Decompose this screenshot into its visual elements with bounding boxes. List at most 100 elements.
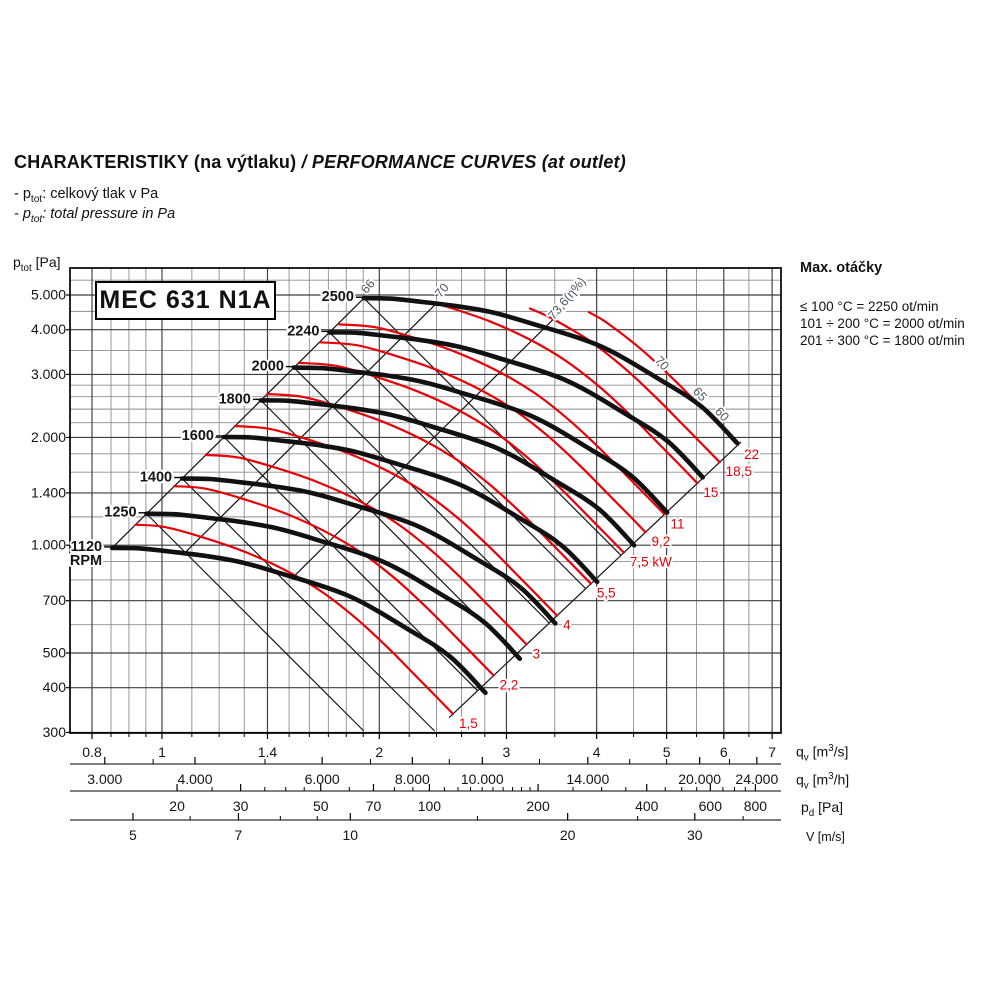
svg-text:66: 66 [358,277,378,297]
grid-minor [70,268,781,733]
x-axis-unit-m3s: qv [m3/s] [796,743,849,764]
grid-major [70,268,781,733]
rpm-curve-2000 [291,365,670,515]
svg-text:4: 4 [563,618,571,633]
title-english: / PERFORMANCE CURVES (at outlet) [296,152,626,172]
svg-text:18,5: 18,5 [726,464,752,479]
svg-text:4.000: 4.000 [177,771,212,787]
svg-text:3: 3 [533,646,541,661]
svg-text:1.000: 1.000 [31,537,66,553]
svg-text:10: 10 [343,827,359,843]
svg-text:15: 15 [703,485,718,500]
svg-text:4.000: 4.000 [31,321,66,337]
svg-text:1: 1 [158,744,166,760]
power-labels: 1,5 2,2 3 4 5,5 7,5 kW 9,211 15 18,5 22 [457,445,761,733]
rpm-curve-1250 [144,511,523,661]
max-speed-line-1: ≤ 100 °C = 2250 ot/min [800,299,939,314]
svg-text:300: 300 [43,724,67,740]
svg-text:9,2: 9,2 [652,534,671,549]
svg-text:20.000: 20.000 [678,771,721,787]
svg-text:5: 5 [129,827,137,843]
svg-text:1.400: 1.400 [31,484,66,500]
model-label: MEC 631 N1A [99,286,272,314]
svg-text:0.8: 0.8 [82,744,102,760]
y-tick-labels: 5.000 4.000 3.000 2.000 1.400 1.000 700 500 400 3… [31,287,70,740]
power-curve-2_2 [173,485,495,677]
svg-text:4: 4 [593,744,601,760]
svg-text:20: 20 [560,827,576,843]
svg-text:700: 700 [43,592,67,608]
rpm-curve-2500 [361,295,740,446]
svg-text:3.000: 3.000 [31,366,66,382]
svg-text:500: 500 [43,645,67,661]
x-axis-unit-m3h: qv [m3/h] [796,771,850,792]
svg-text:73,6(η%): 73,6(η%) [545,274,588,322]
note-total-pressure-cs: - ptot: celkový tlak v Pa [14,186,159,205]
rpm-curve-1120 [109,545,488,696]
svg-text:800: 800 [744,798,768,814]
svg-text:400: 400 [635,798,659,814]
power-curve-4 [233,424,559,617]
svg-text:1250: 1250 [104,505,136,521]
rpm-curve-1400 [179,476,558,626]
svg-text:3: 3 [503,744,511,760]
svg-text:14.000: 14.000 [566,771,609,787]
efficiency-grid-lines [111,297,742,732]
power-curve-18_5 [528,307,721,464]
svg-text:24.000: 24.000 [735,771,778,787]
svg-text:2000: 2000 [252,359,284,375]
model-label-box: MEC 631 N1A [95,281,276,320]
svg-text:8.000: 8.000 [395,771,430,787]
svg-text:3.000: 3.000 [87,771,122,787]
svg-text:100: 100 [418,798,442,814]
svg-text:70: 70 [366,798,382,814]
max-speed-heading: Max. otáčky [800,260,883,276]
svg-text:70: 70 [652,353,672,373]
power-curve-22 [587,311,740,446]
svg-text:1120: 1120 [71,539,102,555]
max-speed-info: Max. otáčky ≤ 100 °C = 2250 ot/min 101 ÷… [800,260,995,349]
svg-text:7,5 kW: 7,5 kW [630,555,672,570]
svg-text:RPM: RPM [70,553,102,569]
svg-text:30: 30 [687,827,703,843]
svg-text:70: 70 [432,281,452,301]
power-curve-1_5 [134,523,455,715]
max-speed-line-2: 101 ÷ 200 °C = 2000 ot/min [800,316,965,331]
svg-text:5.000: 5.000 [31,287,66,303]
svg-text:1400: 1400 [140,470,172,486]
power-curve-3 [204,453,528,646]
rpm-curve-1600 [221,434,600,585]
svg-text:6.000: 6.000 [305,771,340,787]
note-total-pressure-en: - ptot: total pressure in Pa [14,206,176,225]
svg-text:1800: 1800 [219,391,251,407]
svg-text:7: 7 [768,744,776,760]
svg-text:2: 2 [375,744,383,760]
x-axis-unit-pd: pd [Pa] [801,799,844,819]
svg-text:6: 6 [720,744,728,760]
svg-text:50: 50 [313,798,329,814]
svg-text:1600: 1600 [182,428,214,444]
svg-text:200: 200 [526,798,550,814]
rpm-curve-1800 [258,398,637,548]
svg-text:22: 22 [744,447,759,462]
page-title: CHARAKTERISTIKY (na výtlaku) / PERFORMAN… [14,152,626,173]
power-curve-15 [430,301,699,485]
svg-text:5: 5 [663,744,671,760]
max-speed-line-3: 201 ÷ 300 °C = 1800 ot/min [800,333,965,348]
power-curve-11 [338,323,666,516]
title-czech: CHARAKTERISTIKY (na výtlaku) [14,152,297,172]
svg-text:11: 11 [671,516,685,531]
svg-text:400: 400 [43,679,67,695]
x-axis-unit-v: V [m/s] [806,830,845,844]
svg-text:2240: 2240 [287,323,319,339]
svg-text:7: 7 [235,827,243,843]
svg-text:1,5: 1,5 [459,716,478,731]
svg-text:2,2: 2,2 [500,678,519,693]
plot-border [69,267,782,734]
bottom-axes: 0.8 1 1.4 2 3 4 5 6 7 3.000 4.000 6.000 8.000 10.000 1… [70,733,781,843]
svg-text:600: 600 [699,798,723,814]
y-axis-title: ptot [Pa] [13,254,61,274]
